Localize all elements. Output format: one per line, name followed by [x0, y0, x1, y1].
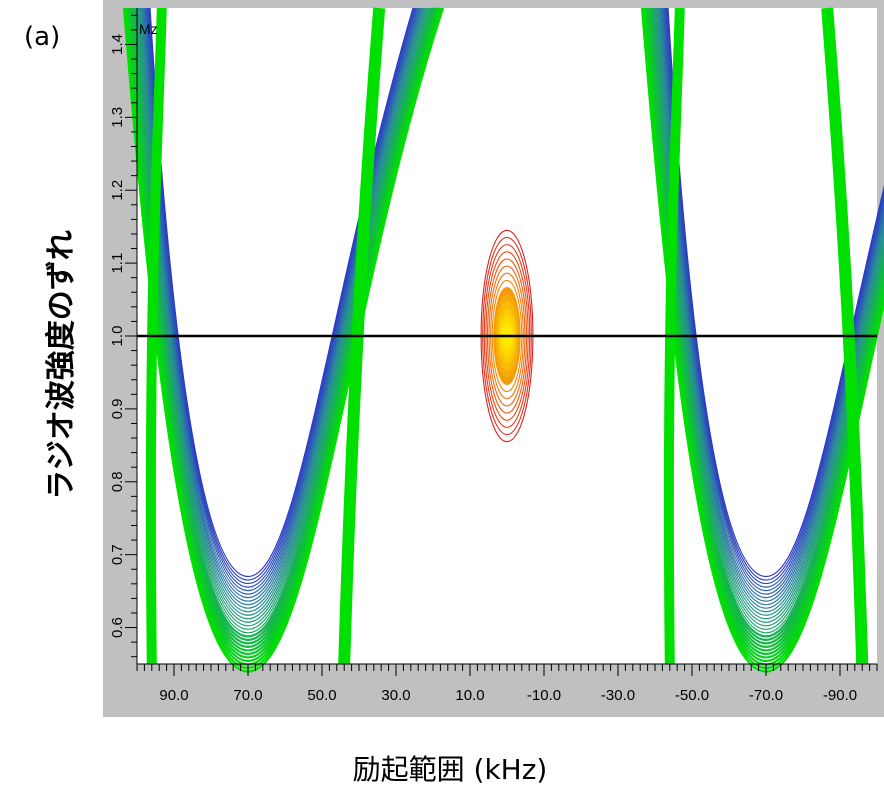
contour-line [139, 7, 425, 613]
contour-band [145, 7, 167, 665]
contour-line [140, 7, 424, 609]
contour-line [662, 7, 884, 595]
x-tick-label: -50.0 [675, 687, 709, 704]
contour-line [652, 7, 884, 630]
x-tick-label: 30.0 [381, 687, 410, 704]
contour-lines [122, 7, 884, 673]
contour-line [663, 7, 884, 592]
x-tick-label: -30.0 [601, 687, 635, 704]
contour-line [660, 7, 884, 602]
y-tick-label: 0.7 [109, 544, 126, 565]
contour-line [659, 7, 884, 606]
contour-line [657, 7, 884, 613]
y-tick-label: 1.1 [109, 253, 126, 274]
contour-line [145, 7, 419, 592]
contour-line [656, 7, 884, 616]
contour-line [655, 7, 884, 620]
y-tick-label: 1.2 [109, 180, 126, 201]
y-axis: 0.6 0.7 0.8 0.9 1.0 1.1 1.2 1.3 1.4 [109, 8, 138, 664]
contour-line [661, 7, 884, 599]
y-tick-label: 1.0 [109, 326, 126, 347]
y-tick-label: 0.9 [109, 398, 126, 419]
contour-line [666, 7, 884, 581]
contour-line [667, 7, 884, 578]
x-tick-label: -10.0 [527, 687, 561, 704]
x-tick-label: 70.0 [233, 687, 262, 704]
contour-line [147, 7, 416, 585]
contour-band [663, 7, 685, 665]
contour-line [149, 7, 414, 578]
x-tick-label: 10.0 [455, 687, 484, 704]
variable-label: Mz [139, 21, 158, 37]
contour-line [144, 7, 420, 595]
x-axis: 90.0 70.0 50.0 30.0 10.0 -10.0 -30.0 -50.0 -70.0… [136, 663, 878, 704]
contour-line [654, 7, 884, 623]
contour-line [146, 7, 417, 588]
y-tick-label: 1.4 [109, 34, 126, 55]
x-tick-label: 90.0 [159, 687, 188, 704]
contour-line [653, 7, 884, 627]
x-tick-label: -70.0 [749, 687, 783, 704]
contour-band [821, 7, 869, 665]
contour-line [148, 7, 415, 581]
y-tick-label: 0.8 [109, 471, 126, 492]
contour-line [142, 7, 422, 602]
x-axis-label: 励起範囲 (kHz) [352, 753, 548, 786]
contour-line [665, 7, 884, 585]
contour-line [141, 7, 423, 606]
panel-label: (a) [24, 22, 61, 52]
y-tick-label: 0.6 [109, 617, 126, 638]
y-tick-label: 1.3 [109, 107, 126, 128]
contour-line [664, 7, 884, 588]
x-tick-label: 50.0 [307, 687, 336, 704]
x-tick-label: -90.0 [823, 687, 857, 704]
contour-band [338, 7, 386, 665]
contour-line [143, 7, 421, 599]
contour-line [658, 7, 884, 609]
